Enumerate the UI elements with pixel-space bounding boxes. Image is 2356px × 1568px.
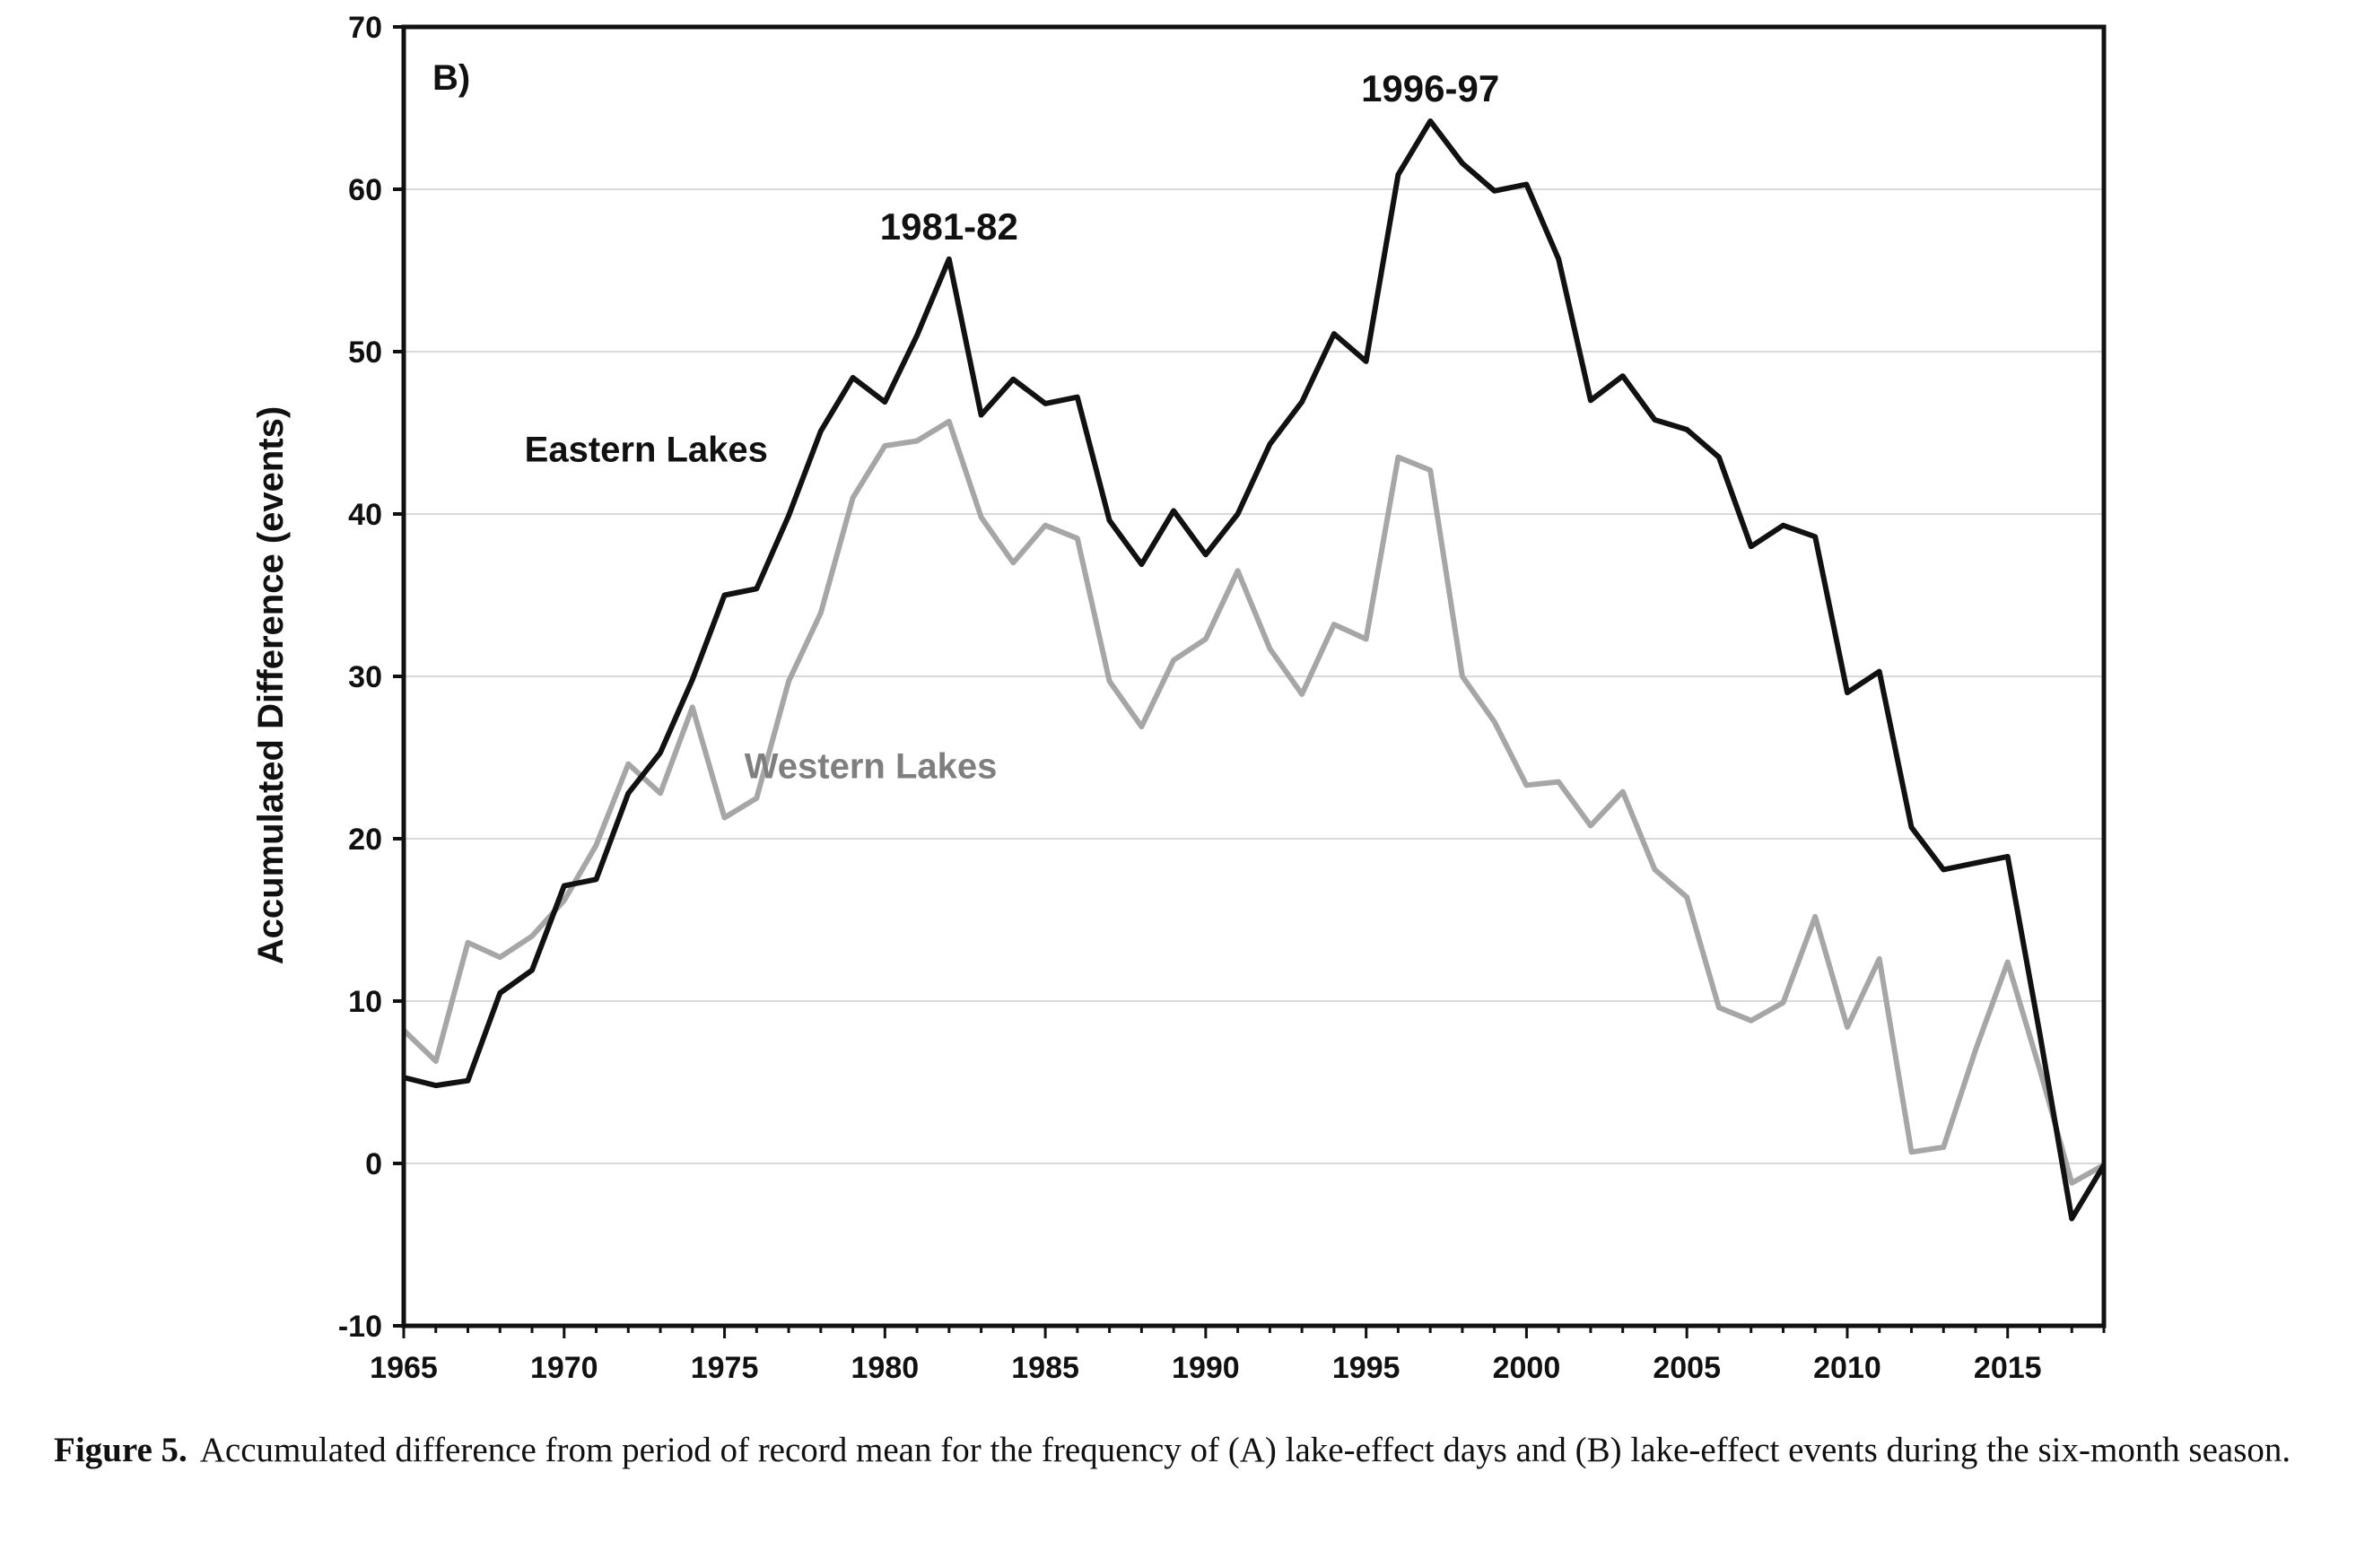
x-tick-label: 2015 bbox=[1974, 1351, 2042, 1385]
line-chart: 1965 1970 1975 1980 1985 1990 1995 2000 2005 2010… bbox=[251, 11, 2107, 1385]
y-tick-label: 10 bbox=[348, 985, 382, 1019]
series-line-western-lakes bbox=[401, 418, 2106, 1186]
x-tick-label: 1975 bbox=[691, 1351, 759, 1385]
figure-caption: Figure 5. Accumulated difference from per… bbox=[54, 1426, 2315, 1475]
series-labels: Eastern Lakes Western Lakes bbox=[525, 431, 998, 787]
x-tick-label: 1985 bbox=[1011, 1351, 1079, 1385]
legend-label-eastern-lakes: Eastern Lakes bbox=[525, 431, 768, 470]
series-line-eastern-lakes bbox=[403, 118, 2107, 1222]
y-tick-label: 20 bbox=[348, 823, 382, 857]
x-tick-label: 2010 bbox=[1813, 1351, 1881, 1385]
caption-label: Figure 5. bbox=[54, 1431, 188, 1469]
y-tick-label: 50 bbox=[348, 335, 382, 370]
y-tick-label: 30 bbox=[348, 660, 382, 694]
panel-label: B) bbox=[432, 58, 470, 98]
x-tick-label: 1970 bbox=[530, 1351, 598, 1385]
y-tick-label: 40 bbox=[348, 498, 382, 532]
x-tick-label: 2005 bbox=[1653, 1351, 1721, 1385]
x-axis: 1965 1970 1975 1980 1985 1990 1995 2000 2005 2010… bbox=[370, 1326, 2106, 1385]
x-tick-label: 1965 bbox=[370, 1351, 438, 1385]
y-tick-label: 0 bbox=[365, 1147, 382, 1181]
x-tick-label: 1990 bbox=[1172, 1351, 1240, 1385]
x-tick-label: 1980 bbox=[851, 1351, 920, 1385]
annotations: 1981-82 1996-97 bbox=[880, 67, 1499, 248]
peak-annotation: 1996-97 bbox=[1361, 67, 1499, 109]
caption-text: Accumulated difference from period of re… bbox=[199, 1431, 2291, 1469]
gridlines bbox=[404, 188, 2104, 1164]
y-tick-label: 70 bbox=[348, 11, 382, 45]
x-tick-label: 2000 bbox=[1493, 1351, 1561, 1385]
x-tick-label: 1995 bbox=[1332, 1351, 1401, 1385]
legend-label-western-lakes: Western Lakes bbox=[745, 747, 998, 787]
series-lines bbox=[401, 118, 2107, 1222]
plot-frame bbox=[401, 24, 2107, 1328]
y-tick-label: -10 bbox=[338, 1310, 382, 1344]
y-axis-title: Accumulated Difference (events) bbox=[251, 406, 291, 964]
peak-annotation: 1981-82 bbox=[880, 205, 1018, 248]
y-tick-label: 60 bbox=[348, 173, 382, 207]
y-axis: -10 0 10 20 30 40 50 60 70 bbox=[338, 11, 404, 1344]
